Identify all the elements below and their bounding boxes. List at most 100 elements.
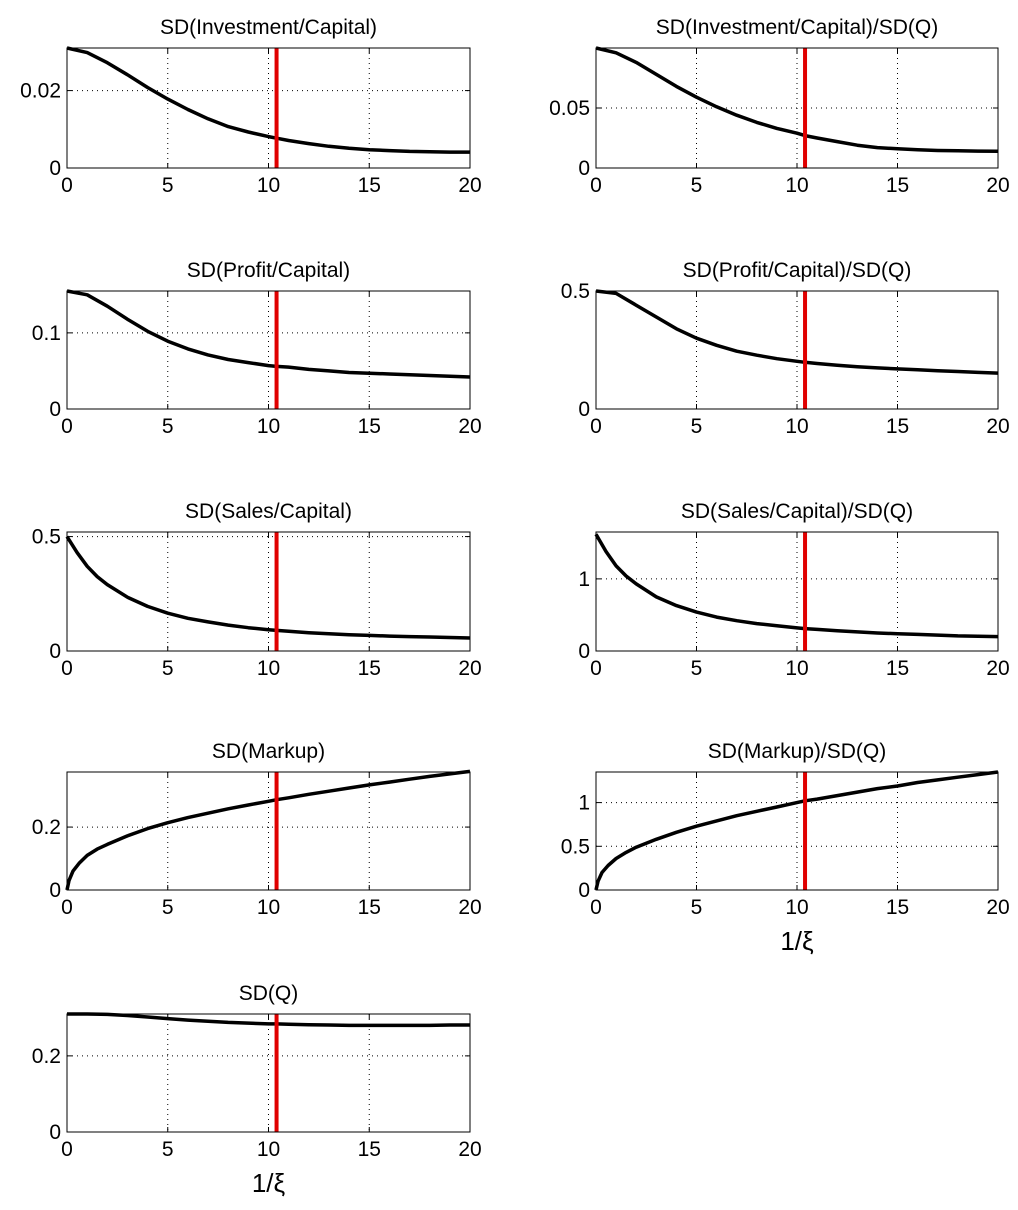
y-tick-label: 0 xyxy=(49,879,61,902)
subplot-title: SD(Q) xyxy=(239,982,299,1005)
subplot-title: SD(Profit/Capital)/SD(Q) xyxy=(683,259,912,282)
y-tick-label: 0.2 xyxy=(32,1045,61,1068)
x-tick-label: 10 xyxy=(257,174,280,197)
y-tick-label: 0.1 xyxy=(32,322,61,345)
y-tick-label: 1 xyxy=(578,568,590,591)
x-tick-label: 15 xyxy=(886,174,909,197)
axes-frame xyxy=(66,771,471,891)
y-tick-label: 1 xyxy=(578,792,590,815)
data-curve xyxy=(594,770,999,891)
data-curve xyxy=(66,46,470,154)
x-tick-label: 0 xyxy=(590,174,602,197)
subplot-6: SD(Sales/Capital)/SD(Q) 0 5 10 15 20 0 1 xyxy=(578,500,1009,680)
x-tick-label: 10 xyxy=(257,657,280,680)
subplot-title: SD(Profit/Capital) xyxy=(187,259,350,282)
x-tick-label: 20 xyxy=(458,1138,481,1161)
x-tick-label: 20 xyxy=(986,415,1009,438)
subplot-title: SD(Sales/Capital) xyxy=(185,500,352,523)
axes-frame xyxy=(595,47,999,169)
x-tick-label: 0 xyxy=(61,415,73,438)
axes-frame xyxy=(595,290,999,410)
x-tick-label: 5 xyxy=(691,896,703,919)
y-tick-label: 0.02 xyxy=(20,80,61,103)
x-tick-label: 20 xyxy=(986,657,1009,680)
subplot-4: SD(Profit/Capital)/SD(Q) 0 5 10 15 20 0 0.5 xyxy=(561,259,1010,438)
subplot-title: SD(Sales/Capital)/SD(Q) xyxy=(681,500,913,523)
y-tick-label: 0 xyxy=(578,640,590,663)
x-tick-label: 10 xyxy=(257,1138,280,1161)
x-tick-label: 0 xyxy=(61,174,73,197)
data-curve xyxy=(67,1012,470,1028)
x-tick-label: 20 xyxy=(458,415,481,438)
y-tick-label: 0 xyxy=(49,640,61,663)
x-tick-label: 15 xyxy=(886,896,909,919)
data-curve xyxy=(594,533,999,639)
x-tick-label: 10 xyxy=(785,174,808,197)
x-tick-label: 20 xyxy=(458,896,481,919)
y-tick-label: 0.05 xyxy=(549,97,590,120)
y-tick-label: 0.5 xyxy=(561,835,590,858)
x-tick-label: 15 xyxy=(358,1138,381,1161)
x-tick-label: 10 xyxy=(785,896,808,919)
y-tick-label: 0 xyxy=(49,1121,61,1144)
subplot-5: SD(Sales/Capital) 0 5 10 15 20 0 0.5 xyxy=(32,500,482,680)
x-tick-label: 10 xyxy=(785,657,808,680)
axes-frame xyxy=(66,1013,471,1133)
x-tick-label: 15 xyxy=(358,896,381,919)
x-tick-label: 15 xyxy=(358,415,381,438)
x-tick-label: 5 xyxy=(162,415,174,438)
subplot-1: SD(Investment/Capital) 0 5 10 15 20 0 0.02 xyxy=(20,16,482,197)
x-tick-label: 5 xyxy=(691,174,703,197)
x-tick-label: 20 xyxy=(986,174,1009,197)
x-tick-label: 5 xyxy=(162,657,174,680)
y-tick-label: 0 xyxy=(578,879,590,902)
data-curve xyxy=(65,769,471,891)
x-tick-label: 0 xyxy=(61,1138,73,1161)
x-tick-label: 0 xyxy=(590,657,602,680)
x-tick-label: 20 xyxy=(986,896,1009,919)
subplot-2: SD(Investment/Capital)/SD(Q) 0 5 10 15 20 0 0.0… xyxy=(549,16,1010,197)
x-tick-label: 0 xyxy=(61,896,73,919)
data-curve xyxy=(595,46,999,153)
axes-frame xyxy=(66,47,471,169)
x-tick-label: 5 xyxy=(162,174,174,197)
x-tick-label: 15 xyxy=(358,174,381,197)
y-tick-label: 0.5 xyxy=(561,280,590,303)
axes-frame xyxy=(595,531,999,652)
x-tick-label: 15 xyxy=(886,657,909,680)
y-tick-label: 0 xyxy=(578,398,590,421)
y-tick-label: 0 xyxy=(49,157,61,180)
subplot-8: SD(Markup)/SD(Q) 0 5 10 15 20 0 0.5 1 1/ξ xyxy=(561,740,1010,956)
axes-frame xyxy=(66,290,471,410)
x-tick-label: 20 xyxy=(458,174,481,197)
x-tick-label: 20 xyxy=(458,657,481,680)
x-axis-label: 1/ξ xyxy=(252,1168,286,1198)
x-axis-label: 1/ξ xyxy=(780,926,814,956)
subplot-9: SD(Q) 0 5 10 15 20 0 0.2 1/ξ xyxy=(32,982,482,1198)
x-tick-label: 0 xyxy=(590,896,602,919)
x-tick-label: 10 xyxy=(257,896,280,919)
y-tick-label: 0.5 xyxy=(32,526,61,549)
x-tick-label: 5 xyxy=(691,415,703,438)
y-tick-label: 0.2 xyxy=(32,816,61,839)
x-tick-label: 0 xyxy=(61,657,73,680)
x-tick-label: 10 xyxy=(785,415,808,438)
axes-frame xyxy=(66,531,471,652)
data-curve xyxy=(65,535,471,640)
subplot-title: SD(Markup)/SD(Q) xyxy=(708,740,887,763)
y-tick-label: 0 xyxy=(578,157,590,180)
x-tick-label: 5 xyxy=(162,1138,174,1161)
subplot-3: SD(Profit/Capital) 0 5 10 15 20 0 0.1 xyxy=(32,259,482,438)
axes-frame xyxy=(595,771,999,891)
y-tick-label: 0 xyxy=(49,398,61,421)
subplot-title: SD(Investment/Capital)/SD(Q) xyxy=(656,16,938,39)
x-tick-label: 10 xyxy=(257,415,280,438)
data-curve xyxy=(66,289,471,379)
x-tick-label: 0 xyxy=(590,415,602,438)
x-tick-label: 15 xyxy=(358,657,381,680)
subplot-title: SD(Investment/Capital) xyxy=(160,16,377,39)
data-curve xyxy=(595,289,999,375)
x-tick-label: 15 xyxy=(886,415,909,438)
x-tick-label: 5 xyxy=(691,657,703,680)
